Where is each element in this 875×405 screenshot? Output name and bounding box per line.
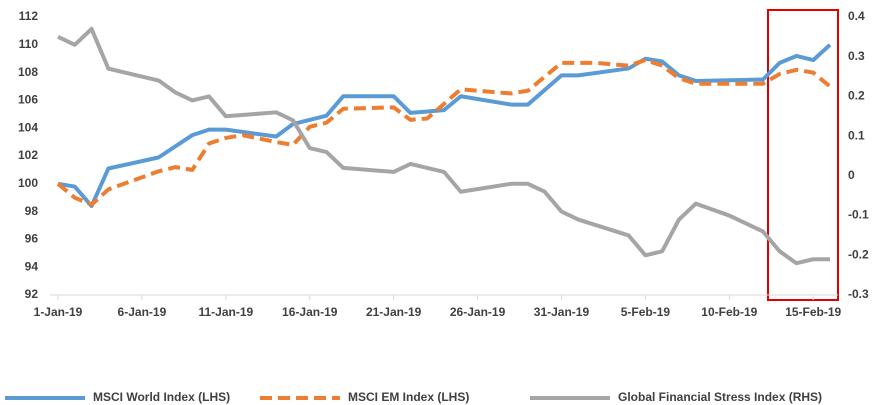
y2-tick-label: 0.1 bbox=[848, 128, 865, 142]
y-tick-label: 94 bbox=[25, 259, 39, 273]
y2-tick-label: 0 bbox=[848, 168, 855, 182]
series-line bbox=[57, 43, 832, 209]
x-tick-label: 10-Feb-19 bbox=[701, 305, 757, 319]
x-tick-label: 31-Jan-19 bbox=[534, 305, 590, 319]
y-tick-label: 100 bbox=[18, 176, 38, 190]
highlight-box bbox=[767, 9, 839, 301]
y-tick-label: 98 bbox=[25, 204, 39, 218]
y-tick-label: 110 bbox=[19, 37, 39, 51]
x-tick-label: 16-Jan-19 bbox=[282, 305, 338, 319]
y2-tick-label: -0.3 bbox=[848, 287, 869, 301]
x-tick-label: 1-Jan-19 bbox=[34, 305, 83, 319]
series-line bbox=[57, 26, 830, 266]
legend-label: MSCI World Index (LHS) bbox=[93, 390, 230, 404]
y-tick-label: 92 bbox=[25, 287, 39, 301]
x-tick-label: 6-Jan-19 bbox=[118, 305, 167, 319]
legend-label: MSCI EM Index (LHS) bbox=[348, 390, 469, 404]
y2-tick-label: 0.4 bbox=[848, 9, 865, 23]
y-tick-label: 96 bbox=[25, 232, 39, 246]
y-tick-label: 112 bbox=[19, 9, 39, 23]
series-line bbox=[56, 58, 832, 207]
legend-label: Global Financial Stress Index (RHS) bbox=[618, 390, 822, 404]
x-tick-label: 21-Jan-19 bbox=[366, 305, 422, 319]
y2-tick-label: 0.3 bbox=[848, 49, 865, 63]
x-tick-label: 26-Jan-19 bbox=[450, 305, 506, 319]
y-tick-label: 102 bbox=[18, 148, 38, 162]
x-tick-label: 11-Jan-19 bbox=[198, 305, 253, 319]
y-tick-label: 106 bbox=[18, 93, 38, 107]
y2-tick-label: -0.2 bbox=[848, 247, 869, 261]
y-tick-label: 104 bbox=[18, 120, 38, 134]
x-tick-label: 5-Feb-19 bbox=[621, 305, 671, 319]
y2-tick-label: 0.2 bbox=[848, 89, 865, 103]
y2-tick-label: -0.1 bbox=[848, 208, 869, 222]
y-tick-label: 108 bbox=[18, 65, 38, 79]
x-tick-label: 15-Feb-19 bbox=[785, 305, 841, 319]
